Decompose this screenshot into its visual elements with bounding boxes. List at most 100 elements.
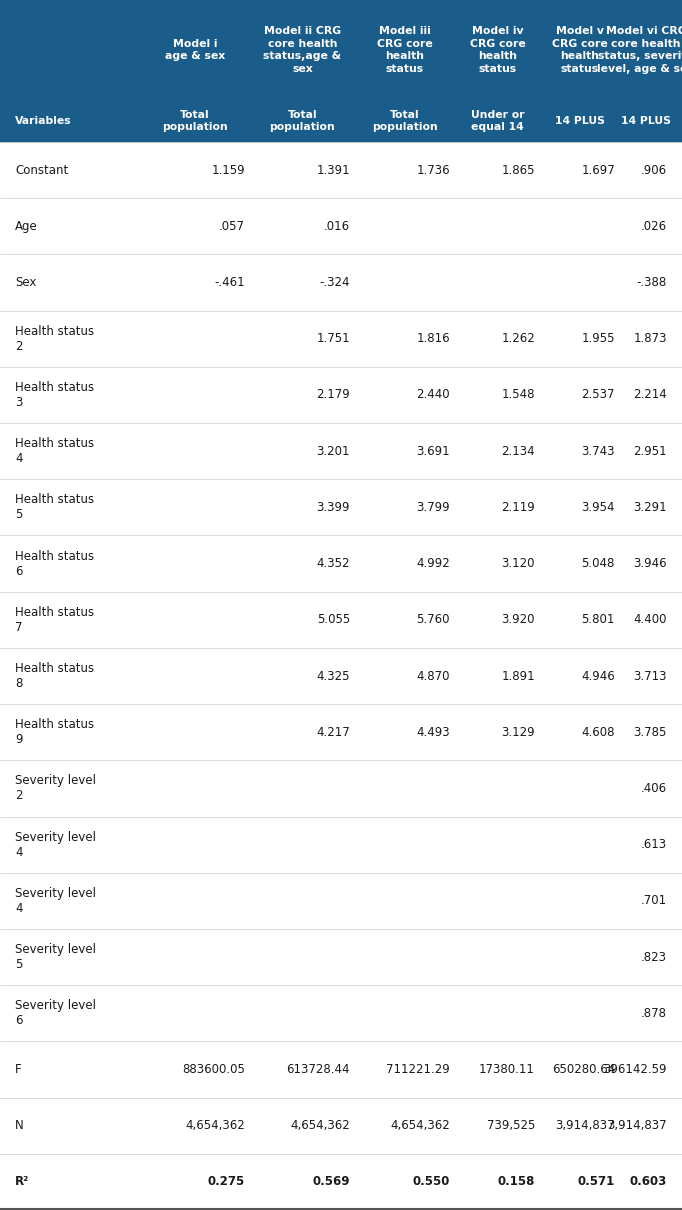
- Text: Under or
equal 14: Under or equal 14: [471, 110, 524, 132]
- Text: 3.713: 3.713: [634, 669, 667, 682]
- Text: Health status
7: Health status 7: [15, 606, 94, 634]
- Text: 3.954: 3.954: [582, 501, 615, 514]
- Text: 4,654,362: 4,654,362: [186, 1119, 245, 1133]
- Text: .701: .701: [641, 894, 667, 908]
- Text: 0.158: 0.158: [498, 1175, 535, 1188]
- Text: Model ii CRG
core health
status,age &
sex: Model ii CRG core health status,age & se…: [263, 27, 342, 74]
- Text: F: F: [15, 1062, 22, 1076]
- Text: 2.440: 2.440: [417, 388, 450, 402]
- Bar: [0, 1042, 682, 1097]
- Text: .016: .016: [324, 220, 350, 232]
- Text: Sex: Sex: [15, 276, 36, 289]
- Text: 17380.11: 17380.11: [479, 1062, 535, 1076]
- Text: 4.400: 4.400: [634, 613, 667, 627]
- Text: 2.179: 2.179: [316, 388, 350, 402]
- Text: 4,654,362: 4,654,362: [390, 1119, 450, 1133]
- Text: Severity level
5: Severity level 5: [15, 943, 96, 972]
- Text: 5.048: 5.048: [582, 557, 615, 570]
- Text: 613728.44: 613728.44: [286, 1062, 350, 1076]
- Text: Health status
3: Health status 3: [15, 381, 94, 409]
- Text: .823: .823: [641, 951, 667, 963]
- Text: 5.801: 5.801: [582, 613, 615, 627]
- Bar: [0, 424, 682, 479]
- Text: 1.159: 1.159: [211, 163, 245, 177]
- Text: Health status
8: Health status 8: [15, 662, 94, 690]
- Text: 396142.59: 396142.59: [604, 1062, 667, 1076]
- Text: Model v
CRG core
health
status: Model v CRG core health status: [552, 27, 608, 74]
- Text: 2.537: 2.537: [582, 388, 615, 402]
- Text: 3.399: 3.399: [316, 501, 350, 514]
- Text: -.461: -.461: [214, 276, 245, 289]
- Text: 1.816: 1.816: [417, 333, 450, 345]
- Text: .878: .878: [641, 1007, 667, 1020]
- Text: 1.697: 1.697: [581, 163, 615, 177]
- Text: .613: .613: [641, 839, 667, 851]
- Text: Health status
5: Health status 5: [15, 494, 94, 522]
- Bar: [0, 198, 682, 254]
- Text: 2.951: 2.951: [634, 444, 667, 457]
- Text: Health status
2: Health status 2: [15, 324, 94, 353]
- Text: 3.743: 3.743: [582, 444, 615, 457]
- Text: 3.799: 3.799: [417, 501, 450, 514]
- Text: 3.291: 3.291: [634, 501, 667, 514]
- Text: 0.569: 0.569: [312, 1175, 350, 1188]
- Bar: [0, 254, 682, 311]
- Text: R²: R²: [15, 1175, 29, 1188]
- Text: 2.134: 2.134: [501, 444, 535, 457]
- Bar: [0, 817, 682, 872]
- Text: 5.760: 5.760: [417, 613, 450, 627]
- Text: Health status
4: Health status 4: [15, 437, 94, 465]
- Bar: [0, 142, 682, 198]
- Text: 883600.05: 883600.05: [182, 1062, 245, 1076]
- Text: 4.352: 4.352: [316, 557, 350, 570]
- Text: 4.493: 4.493: [417, 726, 450, 739]
- Text: 14 PLUS: 14 PLUS: [555, 116, 605, 126]
- Text: 711221.29: 711221.29: [386, 1062, 450, 1076]
- Bar: [0, 367, 682, 424]
- Text: Total
population: Total population: [269, 110, 336, 132]
- Bar: [0, 311, 682, 367]
- Text: Constant: Constant: [15, 163, 68, 177]
- Text: 4.992: 4.992: [416, 557, 450, 570]
- Bar: [0, 985, 682, 1042]
- Text: Severity level
2: Severity level 2: [15, 774, 96, 802]
- Text: 0.571: 0.571: [578, 1175, 615, 1188]
- Text: Health status
9: Health status 9: [15, 719, 94, 747]
- Text: Age: Age: [15, 220, 38, 232]
- Text: 1.873: 1.873: [634, 333, 667, 345]
- Text: 0.550: 0.550: [413, 1175, 450, 1188]
- Text: 4.608: 4.608: [582, 726, 615, 739]
- Text: Model iv
CRG core
health
status: Model iv CRG core health status: [470, 27, 525, 74]
- Bar: [0, 704, 682, 760]
- Bar: [0, 592, 682, 647]
- Text: 1.891: 1.891: [501, 669, 535, 682]
- Bar: [0, 1097, 682, 1154]
- Text: 3.920: 3.920: [501, 613, 535, 627]
- Text: 14 PLUS: 14 PLUS: [621, 116, 671, 126]
- Text: Model iii
CRG core
health
status: Model iii CRG core health status: [377, 27, 433, 74]
- Bar: [0, 1154, 682, 1210]
- Text: 2.214: 2.214: [634, 388, 667, 402]
- Text: Health status
6: Health status 6: [15, 549, 94, 577]
- Bar: [0, 0, 682, 142]
- Text: 2.119: 2.119: [501, 501, 535, 514]
- Bar: [0, 760, 682, 817]
- Bar: [0, 536, 682, 592]
- Text: .026: .026: [641, 220, 667, 232]
- Text: 1.262: 1.262: [501, 333, 535, 345]
- Text: 0.275: 0.275: [208, 1175, 245, 1188]
- Text: 3,914,837: 3,914,837: [555, 1119, 615, 1133]
- Bar: [0, 929, 682, 985]
- Text: Total
population: Total population: [372, 110, 438, 132]
- Text: 3.129: 3.129: [501, 726, 535, 739]
- Text: 1.751: 1.751: [316, 333, 350, 345]
- Text: 4,654,362: 4,654,362: [291, 1119, 350, 1133]
- Text: .906: .906: [641, 163, 667, 177]
- Text: 5.055: 5.055: [316, 613, 350, 627]
- Text: .406: .406: [641, 782, 667, 795]
- Text: N: N: [15, 1119, 24, 1133]
- Text: 3,914,837: 3,914,837: [608, 1119, 667, 1133]
- Text: Variables: Variables: [15, 116, 72, 126]
- Text: 3.946: 3.946: [634, 557, 667, 570]
- Text: 3.201: 3.201: [316, 444, 350, 457]
